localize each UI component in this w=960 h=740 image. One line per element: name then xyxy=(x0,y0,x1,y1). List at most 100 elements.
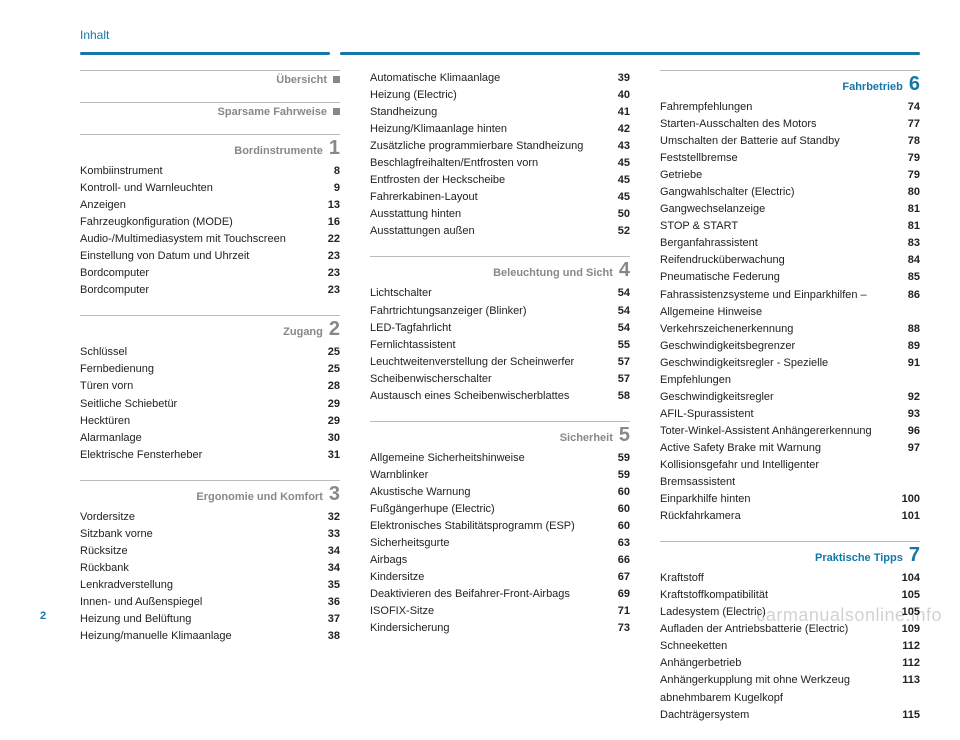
toc-row: Entfrosten der Heckscheibe45 xyxy=(370,172,630,189)
toc-label: Rücksitze xyxy=(80,543,312,560)
toc-row: Starten-Ausschalten des Motors77 xyxy=(660,116,920,133)
toc-label: Fahrzeugkonfiguration (MODE) xyxy=(80,214,312,231)
toc-row: LED-Tagfahrlicht54 xyxy=(370,320,630,337)
toc-label: Allgemeine Sicherheitshinweise xyxy=(370,450,602,467)
toc-page: 30 xyxy=(312,430,340,447)
toc-row: Fernlichtassistent55 xyxy=(370,337,630,354)
toc-label: Getriebe xyxy=(660,167,892,184)
toc-row: Fahrassistenzsysteme und Einparkhilfen –… xyxy=(660,287,920,321)
toc-row: Schneeketten112 xyxy=(660,638,920,655)
toc-label: Geschwindigkeitsregler xyxy=(660,389,892,406)
section-number: 1 xyxy=(329,138,340,158)
toc-label: Kraftstoff xyxy=(660,570,892,587)
toc-page: 60 xyxy=(602,484,630,501)
toc-label: Starten-Ausschalten des Motors xyxy=(660,116,892,133)
toc-page: 45 xyxy=(602,155,630,172)
column: ÜbersichtSparsame FahrweiseBordinstrumen… xyxy=(80,70,340,740)
toc-row: Fahrerkabinen-Layout45 xyxy=(370,189,630,206)
toc-row: Sitzbank vorne33 xyxy=(80,526,340,543)
toc-page: 43 xyxy=(602,138,630,155)
toc-label: Ausstattung hinten xyxy=(370,206,602,223)
toc-page: 33 xyxy=(312,526,340,543)
toc-label: Fernbedienung xyxy=(80,361,312,378)
toc-label: Elektrische Fensterheber xyxy=(80,447,312,464)
toc-page: 89 xyxy=(892,338,920,355)
toc-page: 32 xyxy=(312,509,340,526)
toc-row: Ausstattung hinten50 xyxy=(370,206,630,223)
toc-page: 31 xyxy=(312,447,340,464)
toc-label: Heizung/Klimaanlage hinten xyxy=(370,121,602,138)
toc-row: Einstellung von Datum und Uhrzeit23 xyxy=(80,248,340,265)
toc-page: 28 xyxy=(312,378,340,395)
toc-row: Rückfahrkamera101 xyxy=(660,508,920,525)
section-header: Bordinstrumente1 xyxy=(80,138,340,158)
toc-row: Allgemeine Sicherheitshinweise59 xyxy=(370,450,630,467)
toc-row: Fernbedienung25 xyxy=(80,361,340,378)
toc-row: Vordersitze32 xyxy=(80,509,340,526)
toc-row: Heizung (Electric)40 xyxy=(370,87,630,104)
toc-page: 96 xyxy=(892,423,920,440)
section-title: Ergonomie und Komfort xyxy=(196,491,323,503)
toc-page: 57 xyxy=(602,371,630,388)
toc-label: Active Safety Brake mit Warnung Kollisio… xyxy=(660,440,892,491)
toc-row: Akustische Warnung60 xyxy=(370,484,630,501)
toc-row: Kombiinstrument8 xyxy=(80,163,340,180)
header-title: Inhalt xyxy=(80,28,109,42)
toc-row: STOP & START81 xyxy=(660,218,920,235)
toc-page: 63 xyxy=(602,535,630,552)
section-rule xyxy=(80,134,340,135)
toc-label: Lichtschalter xyxy=(370,285,602,302)
toc-section: Praktische Tipps7Kraftstoff104Kraftstoff… xyxy=(660,541,920,723)
toc-row: Verkehrszeichenerkennung88 xyxy=(660,321,920,338)
toc-row: Schlüssel25 xyxy=(80,344,340,361)
toc-page: 67 xyxy=(602,569,630,586)
toc-row: Toter-Winkel-Assistent Anhängererkennung… xyxy=(660,423,920,440)
toc-row: Automatische Klimaanlage39 xyxy=(370,70,630,87)
toc-page: 54 xyxy=(602,285,630,302)
section-rule xyxy=(370,256,630,257)
toc-row: Elektronisches Stabilitätsprogramm (ESP)… xyxy=(370,518,630,535)
toc-label: Elektronisches Stabilitätsprogramm (ESP) xyxy=(370,518,602,535)
section-header: Fahrbetrieb6 xyxy=(660,74,920,94)
toc-page: 16 xyxy=(312,214,340,231)
toc-row: Airbags66 xyxy=(370,552,630,569)
toc-page: 13 xyxy=(312,197,340,214)
toc-row: Fahrzeugkonfiguration (MODE)16 xyxy=(80,214,340,231)
toc-section: Sparsame Fahrweise xyxy=(80,102,340,118)
toc-label: Kontroll- und Warnleuchten xyxy=(80,180,312,197)
toc-page: 57 xyxy=(602,354,630,371)
toc-row: Heizung/manuelle Klimaanlage38 xyxy=(80,628,340,645)
toc-page: 38 xyxy=(312,628,340,645)
section-rule xyxy=(80,70,340,71)
toc-row: Türen vorn28 xyxy=(80,378,340,395)
section-rule xyxy=(370,421,630,422)
toc-row: Scheibenwischerschalter57 xyxy=(370,371,630,388)
section-rule xyxy=(80,480,340,481)
toc-row: Gangwechselanzeige81 xyxy=(660,201,920,218)
section-rule xyxy=(660,70,920,71)
toc-page: 113 xyxy=(892,672,920,706)
toc-label: Gangwechselanzeige xyxy=(660,201,892,218)
toc-label: Einparkhilfe hinten xyxy=(660,491,892,508)
toc-label: Pneumatische Federung xyxy=(660,269,892,286)
toc-page: 41 xyxy=(602,104,630,121)
toc-page: 54 xyxy=(602,320,630,337)
toc-row: Feststellbremse79 xyxy=(660,150,920,167)
section-marker-icon xyxy=(333,76,340,83)
toc-page: 97 xyxy=(892,440,920,491)
toc-page: 88 xyxy=(892,321,920,338)
toc-page: 91 xyxy=(892,355,920,389)
toc-page: 80 xyxy=(892,184,920,201)
toc-page: 78 xyxy=(892,133,920,150)
toc-row: Rückbank34 xyxy=(80,560,340,577)
toc-row: Kraftstoff104 xyxy=(660,570,920,587)
toc-page: 84 xyxy=(892,252,920,269)
section-number: 6 xyxy=(909,74,920,94)
toc-page: 37 xyxy=(312,611,340,628)
toc-page: 71 xyxy=(602,603,630,620)
toc-label: Sicherheitsgurte xyxy=(370,535,602,552)
toc-label: Anzeigen xyxy=(80,197,312,214)
toc-page: 34 xyxy=(312,543,340,560)
section-rule xyxy=(80,102,340,103)
toc-page: 77 xyxy=(892,116,920,133)
